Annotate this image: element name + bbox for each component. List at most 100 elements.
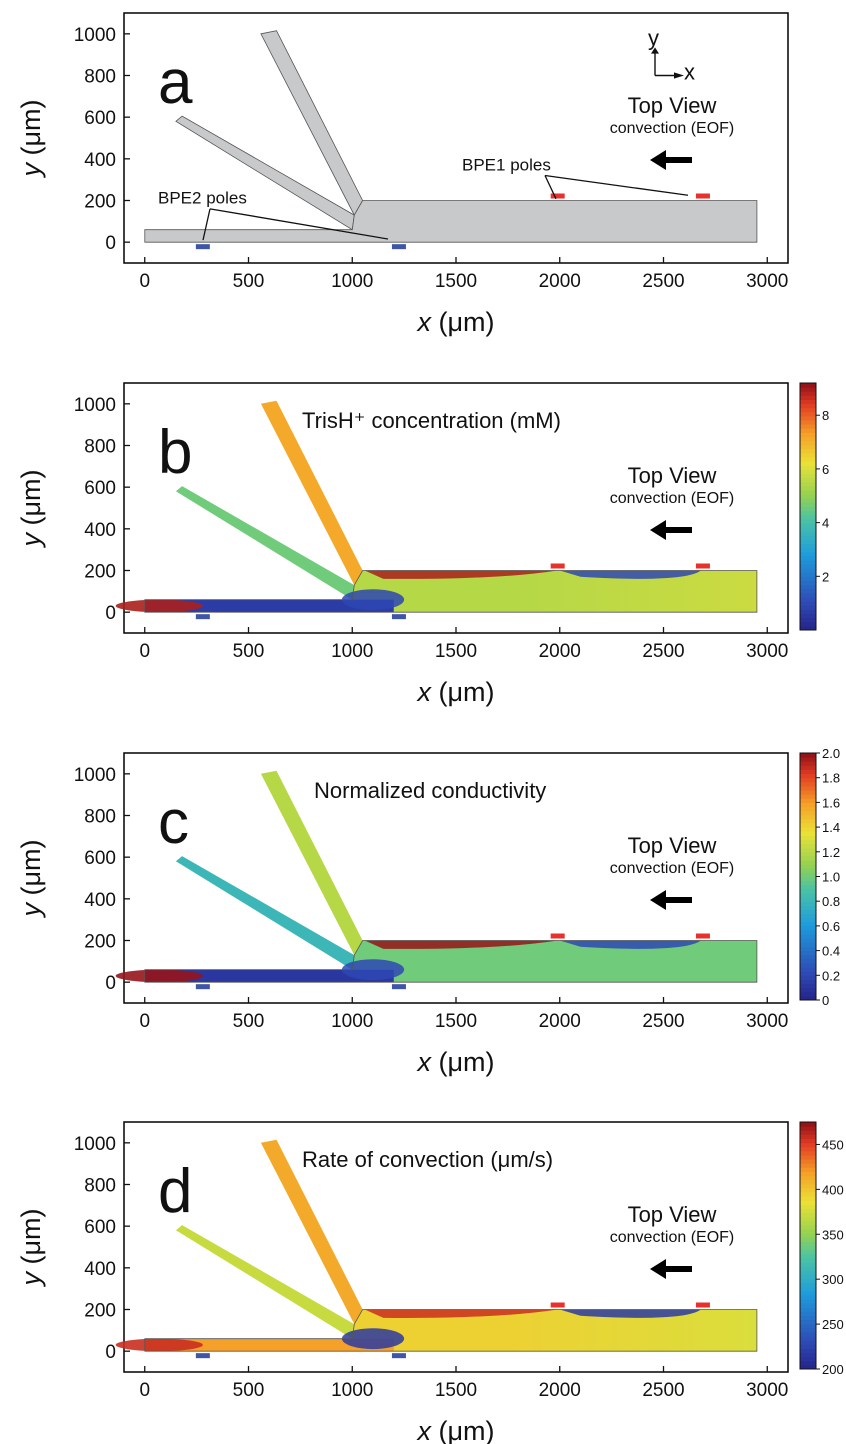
colorbar-band: [800, 383, 816, 388]
colorbar-tick-label: 0: [822, 993, 829, 1008]
bpe1-pole-marker: [695, 193, 710, 199]
y-axis-var: y: [16, 162, 46, 179]
panel-title: Normalized conductivity: [314, 778, 546, 803]
x-tick-label: 2000: [539, 1011, 581, 1032]
bpe2-leader-line: [209, 208, 389, 240]
colorbar-band: [800, 407, 816, 413]
x-tick-label: 2000: [539, 1380, 581, 1401]
colorbar-band: [800, 921, 816, 927]
colorbar-band: [800, 987, 816, 993]
y-axis-unit: (μm): [16, 1208, 46, 1272]
colorbar-band: [800, 806, 816, 812]
field-branch-lower: [175, 486, 355, 600]
axes-glyph-x-label: x: [684, 60, 695, 85]
x-axis-var: x: [415, 677, 432, 707]
channel-outline: [144, 1309, 758, 1352]
field-depletion-bpe2: [341, 959, 405, 981]
top-view-label: Top View: [628, 833, 717, 858]
bpe2-pole-marker: [391, 1353, 406, 1359]
colorbar-band: [800, 917, 816, 923]
colorbar-band: [800, 967, 816, 972]
bpe1-poles-label: BPE1 poles: [462, 155, 551, 174]
colorbar-band: [800, 983, 816, 989]
y-tick-label: 1000: [74, 25, 116, 46]
eof-arrow-head: [650, 520, 666, 540]
panel-letter: b: [158, 418, 192, 487]
x-axis-unit: (μm): [431, 1047, 495, 1077]
field-depletion-bpe1: [559, 570, 701, 579]
x-axis-unit: (μm): [431, 307, 495, 337]
colorbar-band: [800, 958, 816, 964]
axes-glyph-y-label: y: [648, 25, 659, 50]
y-tick-label: 200: [84, 192, 116, 213]
colorbar-band: [800, 424, 816, 429]
colorbar-band: [800, 913, 816, 919]
colorbar-tick-label: 1.4: [822, 820, 840, 835]
colorbar-band: [800, 452, 816, 458]
colorbar-band: [800, 938, 816, 943]
colorbar-band: [800, 568, 816, 573]
x-tick-label: 3000: [746, 271, 788, 292]
x-axis-var: x: [415, 1416, 432, 1444]
bpe2-pole-marker: [195, 244, 210, 250]
x-tick-label: 3000: [746, 641, 788, 662]
colorbar-band: [800, 1122, 816, 1127]
colorbar-band: [800, 1270, 816, 1275]
colorbar-band: [800, 979, 816, 985]
colorbar-band: [800, 1167, 816, 1172]
colorbar-tick-label: 350: [822, 1227, 844, 1242]
colorbar-band: [800, 1159, 816, 1164]
colorbar-band: [800, 617, 816, 623]
y-axis-title: y (μm): [16, 469, 46, 548]
colorbar-band: [800, 1204, 816, 1209]
colorbar-tick-label: 1.6: [822, 795, 840, 810]
colorbar-band: [800, 560, 816, 565]
colorbar-band: [800, 457, 816, 462]
convection-label: convection (EOF): [610, 490, 734, 507]
colorbar-band: [800, 432, 816, 438]
colorbar-band: [800, 576, 816, 582]
bpe1-pole-marker: [550, 193, 565, 199]
x-tick-label: 2000: [539, 271, 581, 292]
panel-letter: a: [158, 48, 193, 117]
bpe2-poles-label: BPE2 poles: [158, 189, 247, 208]
bpe1-leader-line: [544, 175, 557, 200]
colorbar-band: [800, 543, 816, 549]
colorbar-band: [800, 1187, 816, 1193]
colorbar-band: [800, 564, 816, 569]
colorbar-band: [800, 847, 816, 853]
colorbar-band: [800, 901, 816, 906]
colorbar-band: [800, 609, 816, 615]
colorbar-band: [800, 975, 816, 980]
colorbar-band: [800, 399, 816, 405]
bpe1-pole-marker: [695, 1302, 710, 1308]
colorbar-band: [800, 522, 816, 528]
y-tick-label: 0: [105, 1342, 116, 1363]
field-enrichment-bpe1: [364, 1309, 558, 1318]
colorbar-band: [800, 601, 816, 606]
colorbar-band: [800, 946, 816, 952]
colorbar-tick-label: 2.0: [822, 746, 840, 761]
colorbar-band: [800, 1344, 816, 1349]
colorbar-frame: [799, 1121, 817, 1370]
colorbar-band: [800, 1336, 816, 1341]
y-tick-label: 200: [84, 932, 116, 953]
colorbar-band: [800, 1364, 816, 1370]
channel-outline: [144, 570, 758, 613]
field-bottom-inlet: [144, 599, 394, 613]
colorbar-band: [800, 1282, 816, 1288]
field-branch-upper: [260, 1139, 363, 1325]
colorbar-band: [800, 925, 816, 931]
colorbar-band: [800, 539, 816, 545]
top-view-label: Top View: [628, 1202, 717, 1227]
colorbar-band: [800, 403, 816, 409]
colorbar-band: [800, 1142, 816, 1148]
colorbar-band: [800, 753, 816, 758]
y-tick-label: 400: [84, 520, 116, 541]
y-axis-unit: (μm): [16, 99, 46, 163]
eof-arrow-head: [650, 150, 666, 170]
colorbar-band: [800, 1319, 816, 1325]
colorbar-band: [800, 761, 816, 766]
bpe2-pole-marker: [195, 614, 210, 620]
colorbar-band: [800, 1154, 816, 1160]
